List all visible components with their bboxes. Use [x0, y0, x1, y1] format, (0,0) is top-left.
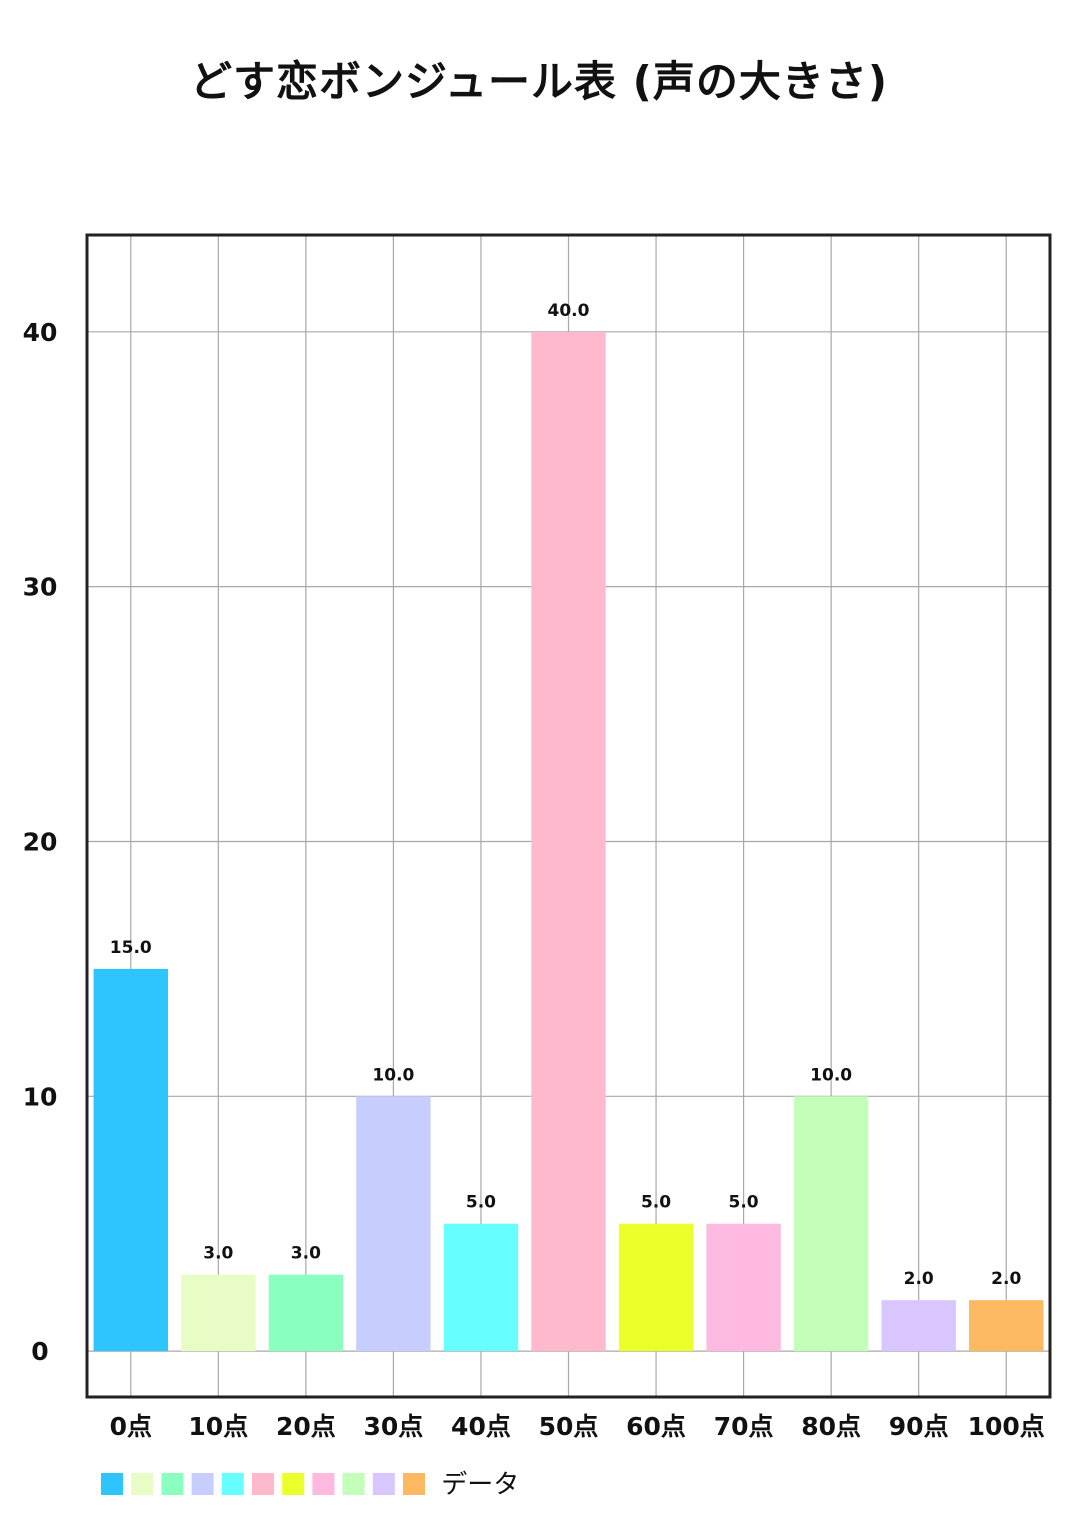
legend-swatch — [101, 1473, 123, 1495]
x-tick-label: 0点 — [110, 1412, 152, 1441]
bar-30点 — [356, 1096, 431, 1352]
data-label: 40.0 — [548, 301, 590, 321]
bar-group — [93, 331, 1044, 1352]
y-tick-label: 40 — [23, 318, 58, 347]
bar-70点 — [706, 1223, 781, 1352]
y-tick-label: 30 — [23, 573, 58, 602]
data-label: 2.0 — [991, 1269, 1021, 1289]
bar-90点 — [881, 1300, 956, 1352]
y-tick-label: 20 — [23, 827, 58, 856]
data-label: 5.0 — [641, 1193, 671, 1213]
data-label: 5.0 — [729, 1193, 759, 1213]
legend-swatch — [221, 1473, 244, 1495]
data-label: 10.0 — [810, 1065, 852, 1085]
y-tick-label: 0 — [31, 1337, 48, 1366]
legend-swatch — [372, 1473, 395, 1495]
x-tick-label: 20点 — [276, 1412, 336, 1441]
x-tick-label: 40点 — [451, 1412, 511, 1441]
bar-80点 — [793, 1096, 869, 1352]
data-label: 3.0 — [291, 1244, 321, 1264]
data-labels: 15.0 3.0 3.0 10.0 5.0 40.0 5.0 5.0 10.0 2.0 2.0 — [110, 301, 1022, 1289]
x-tick-label: 100点 — [968, 1412, 1045, 1441]
x-tick-label: 10点 — [188, 1412, 248, 1441]
legend-swatch — [282, 1473, 305, 1495]
plot-frame — [85, 233, 1052, 1399]
x-tick-label: 80点 — [801, 1412, 861, 1441]
legend-swatch — [252, 1473, 274, 1495]
bar-100点 — [969, 1300, 1044, 1352]
bar-10点 — [181, 1274, 256, 1352]
x-tick-label: 90点 — [889, 1412, 949, 1441]
bar-0点 — [93, 968, 168, 1352]
bar-60点 — [618, 1223, 694, 1352]
y-tick-label: 10 — [23, 1082, 58, 1111]
y-axis-ticks: 0 10 20 30 40 — [23, 318, 58, 1366]
data-label: 15.0 — [110, 938, 152, 958]
x-tick-label: 60点 — [626, 1412, 686, 1441]
bar-20点 — [268, 1274, 344, 1352]
legend-label: データ — [441, 1470, 519, 1500]
x-axis-ticks: 0点 10点 20点 30点 40点 50点 60点 70点 80点 90点 100点 — [110, 1412, 1045, 1441]
x-tick-label: 70点 — [714, 1412, 774, 1441]
data-label: 5.0 — [466, 1193, 496, 1213]
bar-50点 — [531, 331, 606, 1352]
legend-swatch — [403, 1473, 425, 1495]
data-label: 3.0 — [203, 1244, 233, 1264]
x-tick-label: 50点 — [539, 1412, 599, 1441]
legend: データ — [101, 1470, 519, 1500]
legend-swatch — [342, 1473, 365, 1495]
legend-swatch — [131, 1473, 154, 1495]
legend-swatch — [191, 1473, 214, 1495]
bar-40点 — [443, 1223, 519, 1352]
data-label: 10.0 — [372, 1065, 414, 1085]
legend-swatch — [161, 1473, 184, 1495]
x-tick-label: 30点 — [364, 1412, 424, 1441]
chart-title: どす恋ボンジュール表 (声の大きさ) — [189, 57, 889, 106]
legend-swatch — [312, 1473, 335, 1495]
data-label: 2.0 — [904, 1269, 934, 1289]
